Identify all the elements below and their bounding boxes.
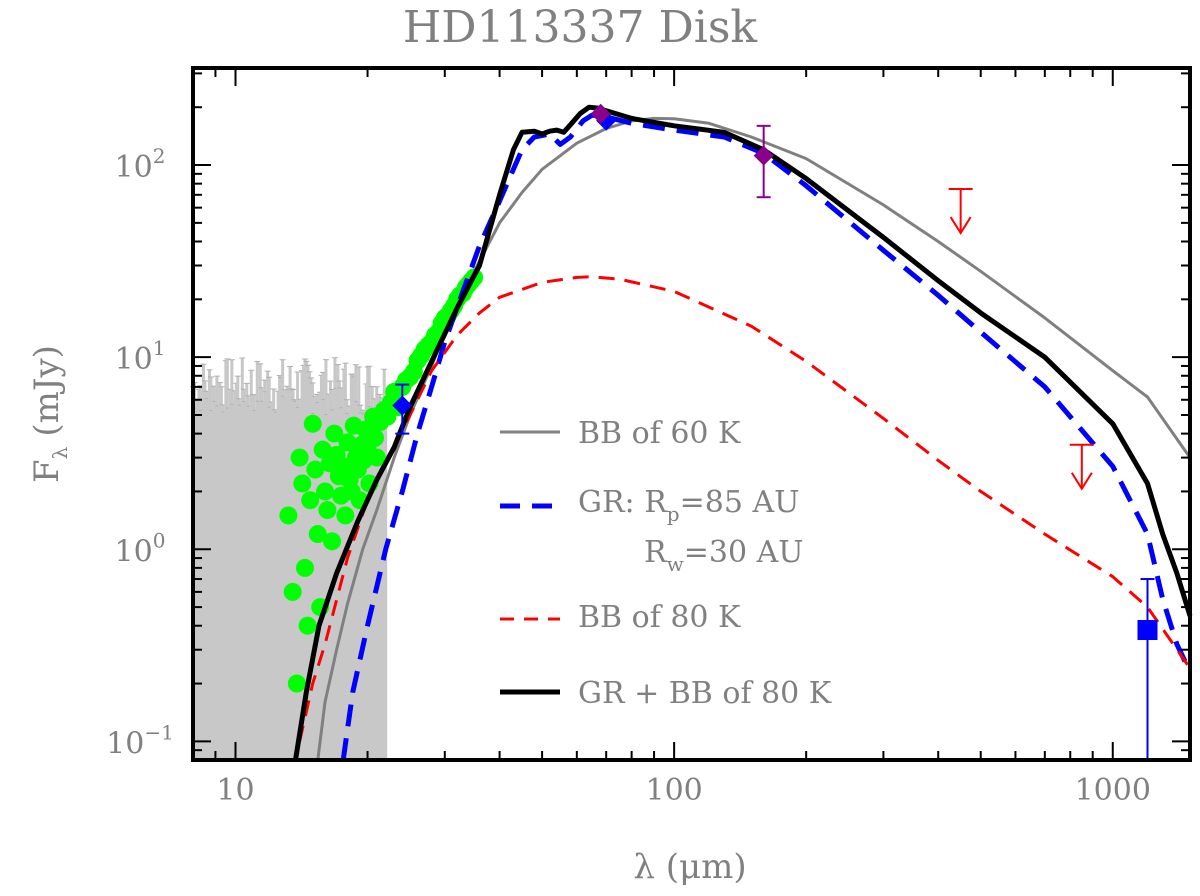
- green-data-point: [316, 482, 335, 501]
- series-line-1: [340, 112, 1193, 761]
- legend-label-bb80: BB of 80 K: [578, 600, 741, 635]
- y-axis-label-units: (mJy): [27, 345, 67, 437]
- upper-limit-arrowhead: [949, 216, 972, 235]
- green-data-point: [367, 448, 386, 467]
- green-data-point: [287, 674, 306, 693]
- green-data-point: [334, 457, 353, 476]
- y-tick-label: 100: [115, 528, 166, 569]
- y-axis-label-sub: λ: [48, 446, 72, 459]
- y-axis-label: Fλ (mJy): [27, 345, 72, 483]
- green-data-point: [290, 448, 309, 467]
- legend-label-gr-line2: Rw=30 AU: [644, 535, 804, 576]
- legend-label-bb60: BB of 60 K: [578, 416, 741, 451]
- green-data-point: [306, 460, 325, 479]
- legend-label-combined: GR + BB of 80 K: [578, 676, 832, 711]
- y-tick-label: 10−1: [106, 720, 174, 761]
- green-data-point: [293, 474, 312, 493]
- photometry-diamond: [392, 395, 413, 416]
- green-data-point: [279, 506, 298, 525]
- green-data-point: [283, 582, 302, 601]
- green-data-point: [336, 506, 355, 525]
- series-line-0: [316, 116, 1192, 761]
- photometry-diamond: [590, 103, 611, 124]
- legend: BB of 60 K GR: Rp=85 AU Rw=30 AU BB of 8…: [500, 416, 832, 711]
- chart-title: HD113337 Disk: [403, 2, 758, 53]
- green-data-point: [325, 424, 344, 443]
- svg-text:Fλ(mJy): Fλ (mJy): [27, 345, 72, 483]
- photometry-square: [1137, 619, 1158, 640]
- green-data-point: [323, 532, 342, 551]
- x-tick-label: 10: [216, 773, 254, 808]
- axis-ticks: 10 100 1000 10−1 100 101 102: [106, 68, 1190, 808]
- x-tick-label: 1000: [1075, 773, 1151, 808]
- green-data-point: [303, 414, 322, 433]
- x-axis-label: λ (μm): [633, 847, 746, 887]
- green-data-point: [338, 433, 357, 452]
- x-tick-label: 100: [646, 773, 703, 808]
- series-line-3: [293, 104, 1193, 761]
- series-line-2: [298, 275, 1192, 742]
- y-axis-label-main: F: [27, 459, 67, 483]
- photometry-layer: [392, 103, 1158, 760]
- green-data-point: [301, 491, 320, 510]
- y-tick-label: 102: [115, 144, 166, 185]
- green-data-point: [318, 501, 337, 520]
- green-data-point: [366, 428, 385, 447]
- green-data-point: [308, 525, 327, 544]
- y-tick-label: 101: [115, 336, 166, 377]
- photometry-diamond: [753, 145, 774, 166]
- series-layer: [293, 104, 1193, 761]
- green-data-point: [298, 616, 317, 635]
- upper-limit-arrowhead: [1070, 472, 1093, 491]
- green-data-point: [313, 440, 332, 459]
- green-data-point: [295, 558, 314, 577]
- legend-label-gr: GR: Rp=85 AU: [578, 485, 799, 526]
